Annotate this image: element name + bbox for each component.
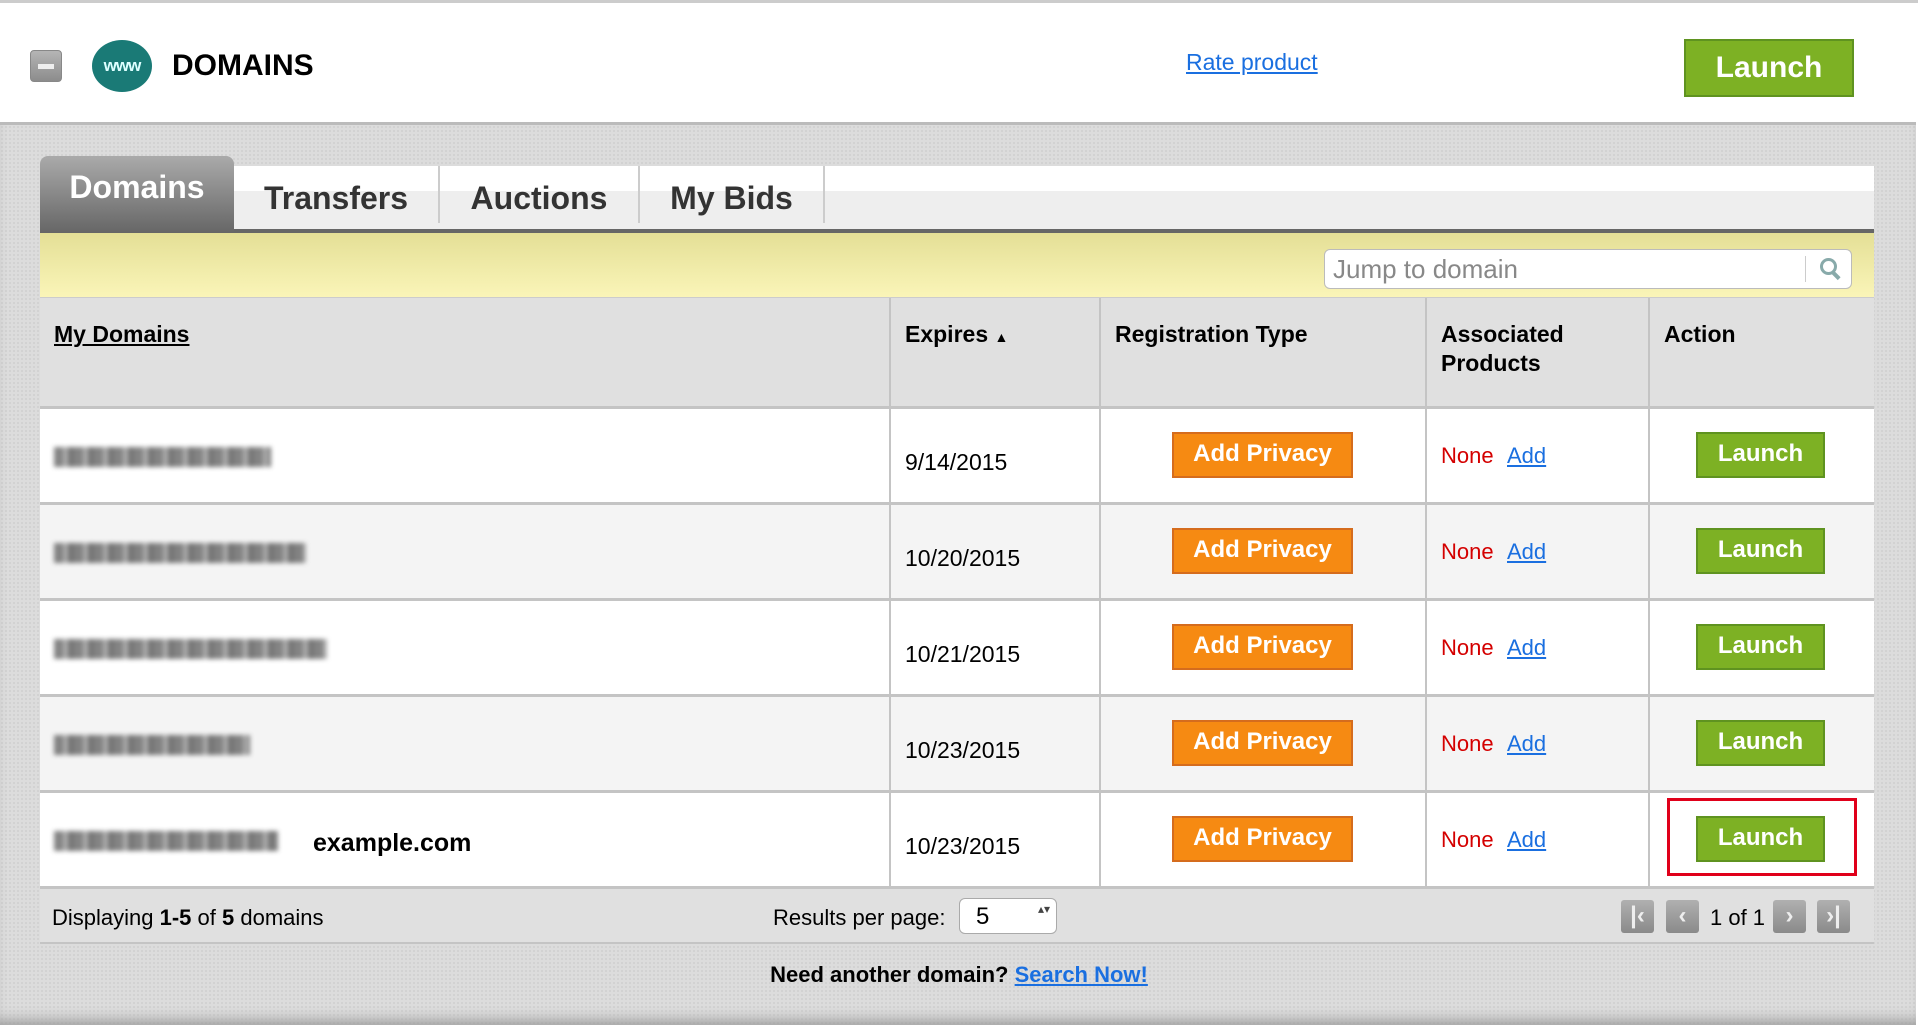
expires-date: 10/23/2015 xyxy=(905,833,1021,859)
last-page-icon[interactable]: ›| xyxy=(1817,900,1850,933)
add-product-link[interactable]: Add xyxy=(1507,539,1547,564)
table-row: 9/14/2015 Add Privacy None Add Launch xyxy=(40,406,1874,502)
header-launch-button[interactable]: Launch xyxy=(1684,39,1854,97)
domain-cell xyxy=(40,601,889,694)
rate-product-link[interactable]: Rate product xyxy=(1186,49,1318,75)
table-row: 10/21/2015 Add Privacy None Add Launch xyxy=(40,598,1874,694)
expires-date: 10/21/2015 xyxy=(905,641,1021,667)
results-per-page-select[interactable]: 5 xyxy=(959,898,1057,934)
domain-label: example.com xyxy=(313,829,472,857)
add-product-link[interactable]: Add xyxy=(1507,443,1547,468)
highlight-box xyxy=(1667,798,1857,876)
registration-cell: Add Privacy xyxy=(1099,409,1425,502)
associated-cell: None Add xyxy=(1425,697,1648,790)
launch-button[interactable]: Launch xyxy=(1696,432,1825,478)
registration-cell: Add Privacy xyxy=(1099,697,1425,790)
col-my-domains[interactable]: My Domains xyxy=(40,298,889,406)
search-icon[interactable] xyxy=(1805,256,1845,282)
tab-bar xyxy=(40,166,1874,233)
expires-date: 9/14/2015 xyxy=(905,449,1008,475)
associated-cell: None Add xyxy=(1425,793,1648,886)
tab-transfers[interactable]: Transfers xyxy=(234,166,440,223)
my-domains-sort-link[interactable]: My Domains xyxy=(54,321,190,347)
add-privacy-button[interactable]: Add Privacy xyxy=(1172,432,1353,478)
expires-cell: 10/23/2015 xyxy=(889,697,1099,790)
blurred-domain-name[interactable] xyxy=(54,831,278,851)
launch-button[interactable]: Launch xyxy=(1696,528,1825,574)
col-associated-products: Associated Products xyxy=(1425,298,1648,406)
col-action: Action xyxy=(1648,298,1874,406)
need-another-domain: Need another domain? Search Now! xyxy=(770,962,1148,987)
launch-button[interactable]: Launch xyxy=(1696,816,1825,862)
domain-cell xyxy=(40,409,889,502)
blurred-domain-name[interactable] xyxy=(54,543,306,563)
associated-cell: None Add xyxy=(1425,409,1648,502)
collapse-button[interactable] xyxy=(30,50,62,82)
table-row: 10/23/2015 Add Privacy None Add Launch xyxy=(40,694,1874,790)
none-label: None xyxy=(1441,731,1494,756)
blurred-domain-name[interactable] xyxy=(54,447,271,467)
tab-domains[interactable]: Domains xyxy=(40,156,234,233)
blurred-domain-name[interactable] xyxy=(54,639,327,659)
expires-date: 10/23/2015 xyxy=(905,737,1021,763)
sort-asc-icon: ▲ xyxy=(994,329,1009,345)
associated-cell: None Add xyxy=(1425,505,1648,598)
expires-cell: 10/23/2015 xyxy=(889,793,1099,886)
col-registration-type: Registration Type xyxy=(1099,298,1425,406)
add-privacy-button[interactable]: Add Privacy xyxy=(1172,816,1353,862)
expires-label[interactable]: Expires xyxy=(905,321,989,347)
col-expires[interactable]: Expires ▲ xyxy=(889,298,1099,406)
add-privacy-button[interactable]: Add Privacy xyxy=(1172,528,1353,574)
associated-cell: None Add xyxy=(1425,601,1648,694)
add-product-link[interactable]: Add xyxy=(1507,827,1547,852)
registration-cell: Add Privacy xyxy=(1099,505,1425,598)
www-globe-icon: www xyxy=(92,40,152,92)
launch-button[interactable]: Launch xyxy=(1696,624,1825,670)
displaying-count: Displaying 1-5 of 5 domains xyxy=(52,905,324,930)
first-page-icon[interactable]: |‹ xyxy=(1621,900,1654,933)
none-label: None xyxy=(1441,443,1494,468)
table-header: My Domains Expires ▲ Registration Type A… xyxy=(40,297,1874,406)
action-cell: Launch xyxy=(1648,601,1874,694)
page-title: DOMAINS xyxy=(172,49,314,82)
action-cell: Launch xyxy=(1648,697,1874,790)
table-row: example.com 10/23/2015 Add Privacy None A… xyxy=(40,790,1874,886)
add-product-link[interactable]: Add xyxy=(1507,635,1547,660)
add-privacy-button[interactable]: Add Privacy xyxy=(1172,720,1353,766)
none-label: None xyxy=(1441,635,1494,660)
action-cell: Launch xyxy=(1648,409,1874,502)
add-privacy-button[interactable]: Add Privacy xyxy=(1172,624,1353,670)
expires-date: 10/20/2015 xyxy=(905,545,1021,571)
tab-auctions[interactable]: Auctions xyxy=(440,166,640,223)
expires-cell: 9/14/2015 xyxy=(889,409,1099,502)
search-now-link[interactable]: Search Now! xyxy=(1014,962,1148,987)
domain-cell xyxy=(40,505,889,598)
registration-cell: Add Privacy xyxy=(1099,793,1425,886)
results-per-page-label: Results per page: xyxy=(773,905,946,930)
page-indicator: 1 of 1 xyxy=(1710,905,1766,930)
domain-cell xyxy=(40,697,889,790)
app-header: www DOMAINS Rate product Launch xyxy=(0,0,1918,122)
action-cell: Launch xyxy=(1648,505,1874,598)
tab-my-bids[interactable]: My Bids xyxy=(640,166,825,223)
search-placeholder: Jump to domain xyxy=(1333,254,1518,284)
none-label: None xyxy=(1441,827,1494,852)
search-bar: Jump to domain xyxy=(40,233,1874,297)
action-cell: Launch xyxy=(1648,793,1874,886)
next-page-icon[interactable]: › xyxy=(1773,900,1806,933)
expires-cell: 10/21/2015 xyxy=(889,601,1099,694)
blurred-domain-name[interactable] xyxy=(54,735,250,755)
prev-page-icon[interactable]: ‹ xyxy=(1666,900,1699,933)
jump-to-domain-input[interactable]: Jump to domain xyxy=(1324,249,1852,289)
none-label: None xyxy=(1441,539,1494,564)
table-row: 10/20/2015 Add Privacy None Add Launch xyxy=(40,502,1874,598)
registration-cell: Add Privacy xyxy=(1099,601,1425,694)
table-footer: Displaying 1-5 of 5 domains Results per … xyxy=(40,886,1874,944)
add-product-link[interactable]: Add xyxy=(1507,731,1547,756)
launch-button[interactable]: Launch xyxy=(1696,720,1825,766)
expires-cell: 10/20/2015 xyxy=(889,505,1099,598)
domain-cell: example.com xyxy=(40,793,889,886)
